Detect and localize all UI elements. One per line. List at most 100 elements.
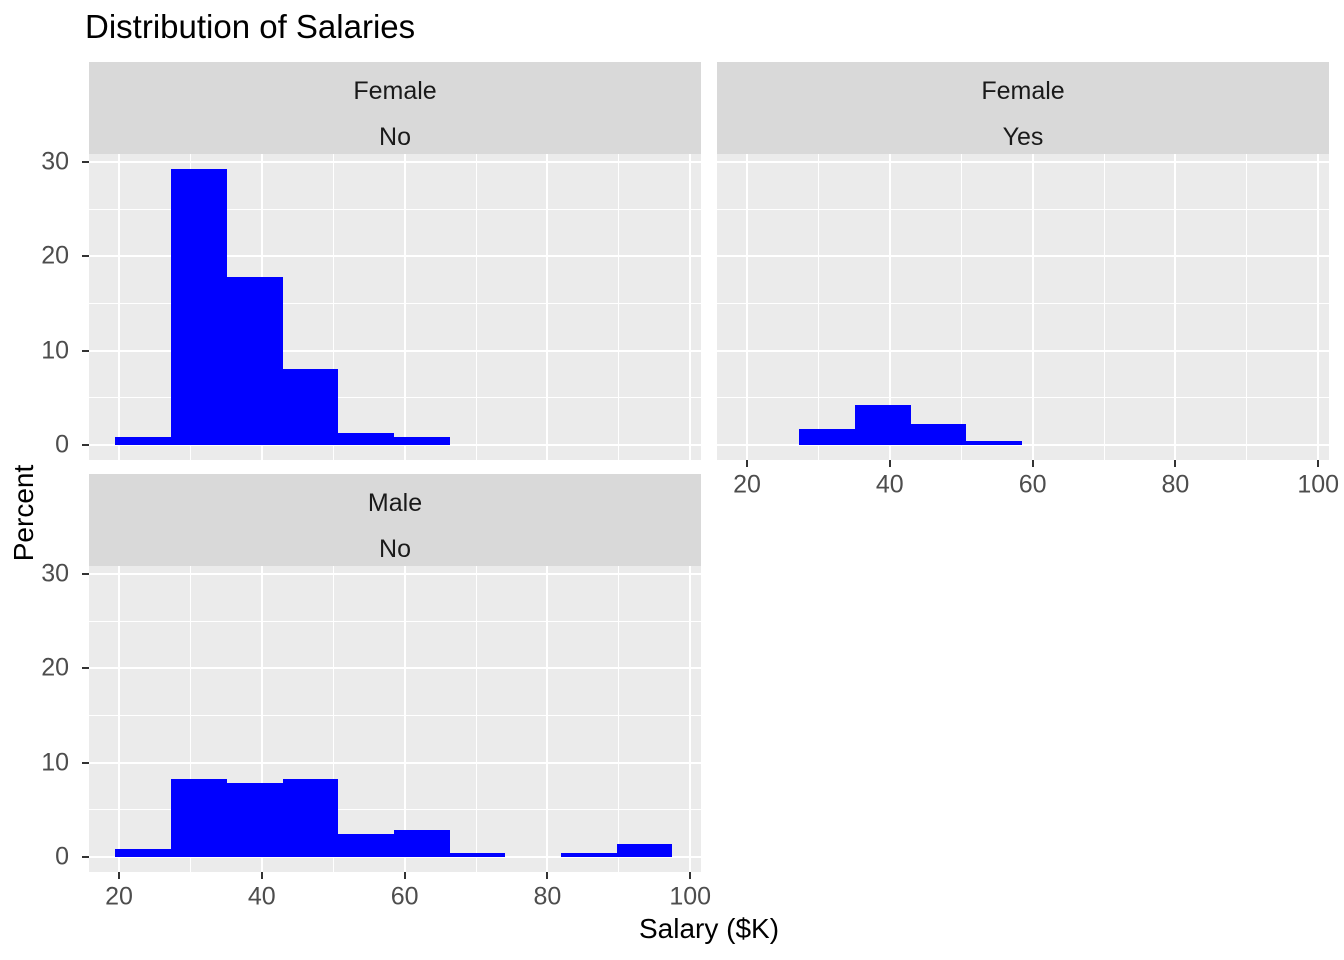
strip-label: Female [353,76,437,105]
gridline-minor-h [717,208,1329,210]
gridline-minor-v [475,154,477,460]
y-tick-label: 20 [41,653,69,682]
gridline-major-h [89,349,701,352]
gridline-major-h [89,856,701,858]
x-tick-label: 40 [875,470,904,499]
gridline-minor-v [817,154,819,460]
y-axis-title: Percent [8,464,39,562]
facet-strip: Female Yes [717,62,1329,166]
y-tick-label: 30 [41,147,69,176]
x-tick-label: 80 [533,882,562,911]
gridline-major-v [888,154,891,460]
gridline-minor-v [1246,154,1248,460]
histogram-bar [171,168,227,445]
gridline-major-h [717,444,1329,446]
x-tick-mark [260,872,263,879]
gridline-minor-h [89,809,701,811]
gridline-major-v [118,566,120,872]
strip-label: No [379,122,411,151]
x-tick-mark [888,460,891,467]
gridline-minor-v [475,566,477,872]
gridline-minor-h [89,620,701,622]
x-tick-mark [1031,460,1034,467]
gridline-major-h [89,761,701,764]
gridline-minor-h [89,208,701,210]
y-tick-mark [82,856,89,858]
gridline-major-h [717,161,1329,164]
histogram-bar [910,424,967,445]
gridline-major-v [546,566,549,872]
histogram-bar [282,368,339,445]
gridline-major-v [689,154,692,460]
gridline-minor-h [717,303,1329,305]
strip-label: Male [367,488,423,517]
gridline-minor-v [618,566,620,872]
x-axis-title: Salary ($K) [638,913,780,944]
gridline-minor-v [332,566,334,872]
gridline-minor-h [717,397,1329,399]
histogram-bar [282,778,339,857]
strip-label: No [379,534,411,563]
gridline-major-h [717,255,1329,258]
histogram-bar [560,853,617,857]
gridline-minor-v [332,154,334,460]
gridline-major-h [89,161,701,164]
gridline-minor-v [1103,154,1105,460]
histogram-bar [799,428,855,445]
histogram-bar [854,405,911,445]
gridline-minor-v [960,154,962,460]
x-tick-mark [118,872,120,879]
x-tick-label: 40 [247,882,276,911]
x-tick-mark [746,460,748,467]
y-tick-label: 10 [41,336,69,365]
facet-panel [89,154,701,460]
y-tick-mark [82,444,89,446]
y-tick-mark [82,349,89,352]
gridline-major-h [89,667,701,670]
strip-label: Yes [1002,122,1044,151]
gridline-major-v [1317,154,1320,460]
histogram-bar [338,432,394,445]
gridline-minor-h [89,397,701,399]
gridline-major-v [1174,154,1177,460]
gridline-major-v [746,154,748,460]
x-tick-mark [546,872,549,879]
y-tick-mark [82,573,89,576]
histogram-bar [226,277,283,445]
y-tick-mark [82,161,89,164]
strip-label: Female [981,76,1065,105]
x-tick-mark [403,872,406,879]
y-tick-label: 0 [55,430,69,459]
y-tick-mark [82,761,89,764]
histogram-bar [393,829,450,857]
x-tick-mark [1174,460,1177,467]
gridline-major-h [89,444,701,446]
y-tick-label: 10 [41,748,69,777]
gridline-major-h [89,255,701,258]
x-tick-label: 20 [733,470,761,499]
gridline-major-v [689,566,692,872]
gridline-minor-h [89,715,701,717]
chart-title: Distribution of Salaries [85,8,416,45]
y-tick-mark [82,255,89,258]
x-tick-label: 100 [1297,470,1340,499]
gridline-major-h [89,573,701,576]
histogram-bar [393,437,450,445]
x-tick-label: 80 [1161,470,1190,499]
gridline-major-v [546,154,549,460]
gridline-minor-h [89,303,701,305]
x-tick-label: 60 [390,882,419,911]
histogram-bar [338,834,394,857]
y-tick-mark [82,667,89,670]
gridline-major-v [403,566,406,872]
facet-panel [717,154,1329,460]
gridline-major-v [118,154,120,460]
gridline-major-v [1031,154,1034,460]
histogram-bar [226,783,283,857]
histogram-bar [616,843,673,857]
gridline-major-h [717,349,1329,352]
facet-strip: Female No [89,62,701,166]
x-tick-label: 20 [105,882,133,911]
x-tick-mark [689,872,692,879]
y-tick-label: 0 [55,842,69,871]
